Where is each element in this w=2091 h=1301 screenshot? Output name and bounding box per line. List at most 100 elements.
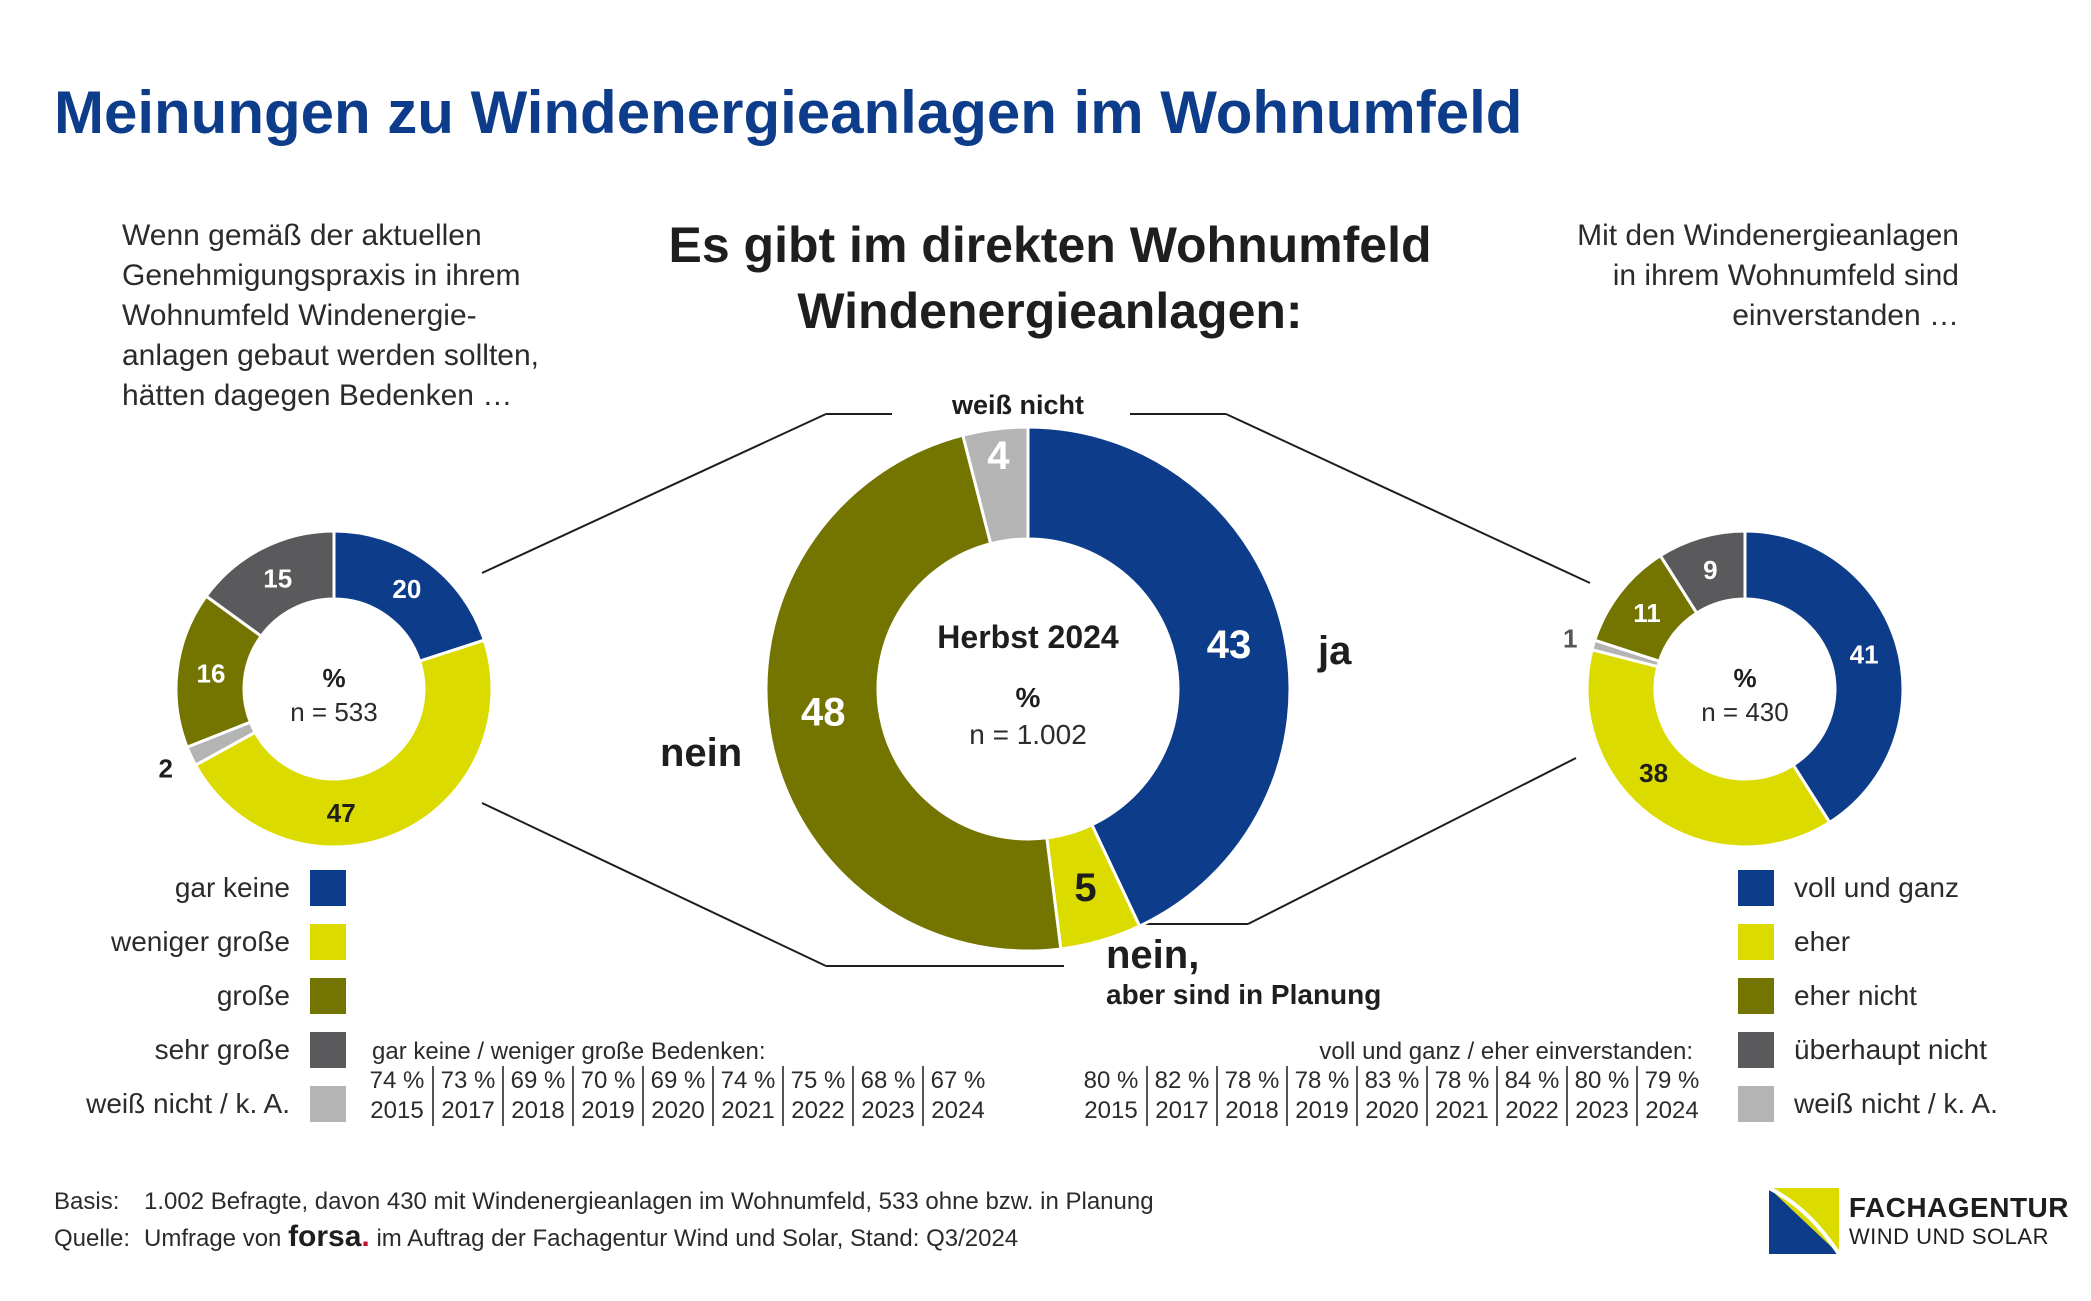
trend-cell: 75 % 2022 [782, 1066, 852, 1126]
trend-cell: 73 % 2017 [432, 1066, 502, 1126]
data-label-gar-keine: 20 [392, 574, 421, 604]
footer-quelle-pre: Umfrage von [144, 1225, 282, 1252]
data-label-nein: 48 [801, 690, 846, 734]
footer-quelle-key: Quelle: [54, 1225, 131, 1252]
legend-item-weniger-grosse: weniger große [111, 924, 346, 960]
trend-year: 2024 [1645, 1097, 1699, 1124]
legend-swatch [310, 1086, 346, 1122]
trend-value: 68 % [860, 1067, 916, 1094]
trend-cell: 70 % 2019 [572, 1066, 642, 1126]
trend-value: 74 % [720, 1067, 776, 1094]
left-trend-table: 74 % 2015 73 % 2017 69 % 2018 70 % 2019 69 %… [362, 1066, 992, 1126]
center-heading-line: Windenergieanlagen: [797, 283, 1303, 339]
legend-label: große [216, 980, 290, 1011]
legend-item-ueberhaupt-nicht: überhaupt nicht [1738, 1032, 1987, 1068]
right-question-line: einverstanden … [1732, 299, 1959, 332]
left-question-line: Wenn gemäß der aktuellen [122, 219, 482, 252]
label-planung-sub: aber sind in Planung [1106, 979, 1381, 1010]
connector-line [1247, 757, 1577, 925]
trend-value: 73 % [440, 1067, 496, 1094]
legend-swatch [310, 978, 346, 1014]
data-label-weniger-grosse: 47 [327, 798, 356, 828]
center-chart-heading: Es gibt im direkten Wohnumfeld Windenerg… [620, 212, 1480, 344]
connector-lines [481, 413, 1591, 967]
connector-line [481, 802, 827, 967]
trend-value: 67 % [930, 1067, 986, 1094]
donut-slice-sehr-grosse [204, 529, 336, 639]
trend-year: 2017 [441, 1097, 495, 1124]
trend-value: 78 % [1434, 1067, 1490, 1094]
center-center-percent: % [1016, 682, 1041, 713]
trend-value: 83 % [1364, 1067, 1420, 1094]
donut-slice-eher [1585, 647, 1832, 849]
left-question-line: Wohnumfeld Windenergie- [122, 299, 477, 332]
right-center-n: n = 430 [1701, 697, 1788, 727]
trend-value: 80 % [1574, 1067, 1630, 1094]
trend-year: 2018 [1225, 1097, 1279, 1124]
data-label-nein-aber-sind-in-planung: 5 [1074, 866, 1096, 910]
trend-value: 79 % [1644, 1067, 1700, 1094]
right-trend-table: 80 % 2015 82 % 2017 78 % 2018 78 % 2019 83 %… [1076, 1066, 1706, 1126]
trend-cell: 82 % 2017 [1146, 1066, 1216, 1126]
trend-year: 2015 [1084, 1097, 1138, 1124]
trend-value: 70 % [580, 1067, 636, 1094]
data-label-eher: 38 [1639, 758, 1668, 788]
trend-year: 2022 [791, 1097, 845, 1124]
legend-item-gar-keine: gar keine [175, 870, 346, 906]
legend-label: überhaupt nicht [1794, 1034, 1988, 1065]
trend-cell: 80 % 2023 [1566, 1066, 1636, 1126]
page-title: Meinungen zu Windenergieanlagen im Wohnu… [54, 79, 1523, 146]
trend-cell: 83 % 2020 [1356, 1066, 1426, 1126]
legend-label: sehr große [154, 1034, 290, 1065]
trend-value: 75 % [790, 1067, 846, 1094]
trend-cell: 84 % 2022 [1496, 1066, 1566, 1126]
legend-swatch [310, 924, 346, 960]
trend-year: 2021 [721, 1097, 775, 1124]
trend-year: 2018 [511, 1097, 565, 1124]
donut-center-wind-turbines: 43 5 48 4 [764, 425, 1292, 953]
label-nein-planung: nein, [1106, 933, 1199, 977]
label-nein: nein [660, 731, 742, 775]
legend-item-grosse: große [217, 978, 346, 1014]
trend-year: 2020 [1365, 1097, 1419, 1124]
legend-item-eher-nicht: eher nicht [1738, 978, 1917, 1014]
connector-line [1225, 413, 1591, 584]
footer-basis-key: Basis: [54, 1188, 120, 1215]
trend-year: 2023 [1575, 1097, 1629, 1124]
data-label-uberhaupt-nicht: 9 [1703, 555, 1717, 585]
connector-line [481, 413, 827, 574]
legend-label: weiß nicht / k. A. [86, 1088, 290, 1119]
trend-cell: 78 % 2019 [1286, 1066, 1356, 1126]
legend-item-eher: eher [1738, 924, 1850, 960]
trend-year: 2019 [581, 1097, 635, 1124]
trend-year: 2015 [370, 1097, 424, 1124]
right-question-line: in ihrem Wohnumfeld sind [1612, 259, 1959, 292]
left-question-line: Genehmigungspraxis in ihrem [122, 259, 521, 292]
left-trend-heading: gar keine / weniger große Bedenken: [372, 1038, 766, 1065]
trend-cell: 79 % 2024 [1636, 1066, 1706, 1126]
label-weiss-nicht: weiß nicht [951, 390, 1084, 420]
trend-value: 74 % [369, 1067, 425, 1094]
footer-quelle: Quelle: Umfrage von forsa. im Auftrag der… [54, 1220, 1018, 1254]
trend-year: 2019 [1295, 1097, 1349, 1124]
legend-item-weiss-nicht: weiß nicht / k. A. [86, 1086, 346, 1122]
donut-slice-nein [764, 433, 1063, 953]
footer-basis: Basis: 1.002 Befragte, davon 430 mit Wind… [54, 1188, 1154, 1216]
legend-swatch [1738, 924, 1774, 960]
forsa-logo-dot: . [361, 1220, 370, 1253]
donut-slice-ja [1026, 425, 1292, 929]
fachagentur-logo-icon [1768, 1188, 1839, 1254]
center-heading-line: Es gibt im direkten Wohnumfeld [668, 217, 1432, 273]
data-label-ja: 43 [1207, 623, 1252, 667]
trend-cell: 78 % 2018 [1216, 1066, 1286, 1126]
legend-item-sehr-grosse: sehr große [155, 1032, 346, 1068]
data-label-eher-nicht: 11 [1633, 598, 1661, 628]
trend-cell: 74 % 2015 [362, 1066, 432, 1126]
legend-label: voll und ganz [1794, 872, 1960, 903]
legend-label: eher nicht [1794, 980, 1917, 1011]
trend-cell: 68 % 2023 [852, 1066, 922, 1126]
trend-cell: 67 % 2024 [922, 1066, 992, 1126]
fachagentur-logo: FACHAGENTUR WIND UND SOLAR [1768, 1188, 2069, 1254]
